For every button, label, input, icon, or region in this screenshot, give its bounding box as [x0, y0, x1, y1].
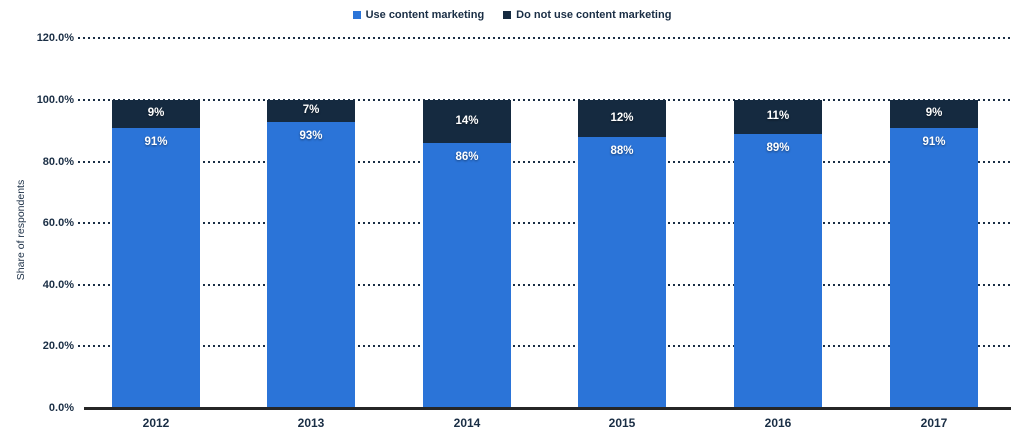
y-tick-label-60: 60.0%	[42, 217, 74, 229]
gridline-60	[78, 222, 1011, 224]
x-tick-label-2012: 2012	[142, 416, 170, 430]
x-tick-label-2013: 2013	[297, 416, 325, 430]
data-label-nonuse-2017: 9%	[925, 107, 943, 119]
data-label-use-2015: 88%	[610, 144, 634, 157]
legend-swatch-do-not-use-icon	[503, 11, 512, 19]
data-label-use-2017: 91%	[922, 135, 946, 148]
data-label-nonuse-2015: 12%	[610, 112, 634, 124]
x-tick-label-2014: 2014	[453, 416, 481, 430]
legend-swatch-use-icon	[352, 11, 361, 19]
x-tick-label-2017: 2017	[920, 416, 948, 430]
legend-item-use-content-marketing: Use content marketing	[352, 9, 485, 21]
bar-segment-use-2015	[578, 136, 666, 408]
bar-segment-nonuse-2016	[734, 100, 822, 134]
data-label-use-2012: 91%	[144, 135, 168, 148]
bar-segment-use-2014	[423, 143, 511, 408]
x-axis-line	[84, 407, 1011, 410]
data-label-use-2016: 89%	[766, 141, 790, 154]
gridline-120	[78, 37, 1011, 39]
chart-legend: Use content marketing Do not use content…	[0, 9, 1024, 21]
bar-segment-nonuse-2017	[890, 100, 978, 128]
bar-segment-use-2012	[112, 127, 200, 408]
y-tick-label-40: 40.0%	[42, 279, 74, 291]
bar-segment-nonuse-2013	[267, 100, 355, 122]
x-tick-label-2015: 2015	[608, 416, 636, 430]
gridline-80	[78, 161, 1011, 163]
data-label-nonuse-2013: 7%	[302, 104, 320, 116]
data-label-use-2014: 86%	[455, 151, 479, 164]
legend-label-use: Use content marketing	[365, 9, 485, 21]
y-axis-title: Share of respondents	[15, 179, 27, 281]
bar-segment-nonuse-2012	[112, 100, 200, 128]
gridline-100	[78, 99, 1011, 101]
data-label-nonuse-2012: 9%	[147, 107, 165, 119]
gridline-40	[78, 284, 1011, 286]
y-tick-label-20: 20.0%	[42, 340, 74, 352]
data-label-nonuse-2016: 11%	[766, 110, 790, 122]
y-tick-label-120: 120.0%	[36, 32, 74, 44]
y-tick-label-80: 80.0%	[42, 156, 74, 168]
bar-segment-nonuse-2014	[423, 100, 511, 144]
bar-segment-nonuse-2015	[578, 100, 666, 137]
data-label-use-2013: 93%	[299, 129, 323, 142]
legend-item-do-not-use-content-marketing: Do not use content marketing	[503, 9, 671, 21]
x-tick-label-2016: 2016	[764, 416, 792, 430]
data-label-nonuse-2014: 14%	[455, 115, 479, 127]
legend-label-do-not-use: Do not use content marketing	[516, 9, 672, 21]
y-tick-label-0: 0.0%	[48, 402, 74, 414]
gridline-20	[78, 345, 1011, 347]
bar-segment-use-2013	[267, 121, 355, 408]
y-tick-label-100: 100.0%	[36, 94, 74, 106]
bar-segment-use-2016	[734, 133, 822, 408]
bar-segment-use-2017	[890, 127, 978, 408]
